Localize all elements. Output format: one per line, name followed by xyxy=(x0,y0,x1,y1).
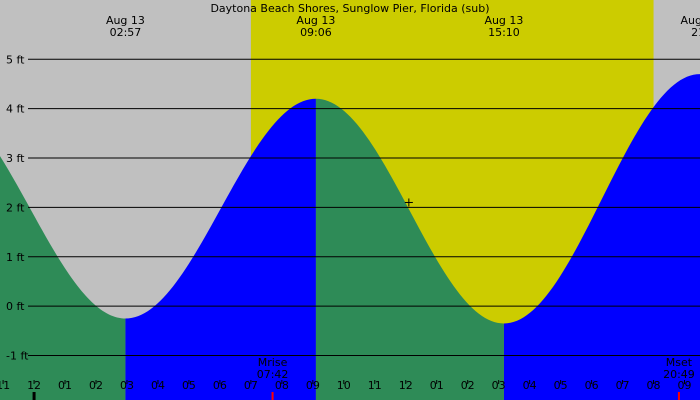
falling-tide-area xyxy=(315,98,504,400)
x-tick-label: 08 xyxy=(647,379,661,392)
x-tick-label: 12 xyxy=(27,379,41,392)
y-tick-label: 0 ft xyxy=(6,300,25,313)
y-tick-label: 3 ft xyxy=(6,152,25,165)
y-tick-label: -1 ft xyxy=(6,350,29,363)
y-tick-label: 1 ft xyxy=(6,251,25,264)
x-tick-label: 05 xyxy=(554,379,568,392)
tide-areas xyxy=(0,74,700,400)
x-tick-label: 11 xyxy=(368,379,382,392)
x-tick-label: 04 xyxy=(151,379,165,392)
gridlines xyxy=(28,58,700,357)
x-tick-label: 09 xyxy=(678,379,692,392)
x-tick-label: 02 xyxy=(461,379,475,392)
x-tick-label: 05 xyxy=(182,379,196,392)
x-tick-label: 01 xyxy=(58,379,72,392)
tide-event-time: 21: xyxy=(691,26,700,39)
x-tick-label: 06 xyxy=(585,379,599,392)
falling-tide-area xyxy=(0,156,126,400)
x-tick-label: 07 xyxy=(244,379,258,392)
x-tick-label: 06 xyxy=(213,379,227,392)
x-tick-label: 11 xyxy=(0,379,10,392)
x-tick-label: 04 xyxy=(523,379,537,392)
y-tick-label: 2 ft xyxy=(6,201,25,214)
x-tick-label: 01 xyxy=(430,379,444,392)
x-axis: 11 12 01 02 03 04 05 06 07 08 09 10 11 12 01 02 03 04 05 06… xyxy=(0,379,692,400)
x-tick-label: 07 xyxy=(616,379,630,392)
moon-event-time: 20:49 xyxy=(663,368,695,381)
x-tick-label: 12 xyxy=(399,379,413,392)
x-tick-label: 03 xyxy=(120,379,134,392)
rising-tide-area xyxy=(503,74,700,400)
moon-event-time: 07:42 xyxy=(257,368,289,381)
y-axis-labels: 5 ft 4 ft 3 ft 2 ft 1 ft 0 ft -1 ft xyxy=(6,53,29,362)
y-tick-label: 5 ft xyxy=(6,53,25,66)
chart-title: Daytona Beach Shores, Sunglow Pier, Flor… xyxy=(210,2,489,15)
rising-tide-area xyxy=(125,98,316,400)
x-tick-label: 08 xyxy=(275,379,289,392)
tide-event-time: 15:10 xyxy=(488,26,520,39)
tide-event-time: 02:57 xyxy=(110,26,142,39)
x-tick-label: 09 xyxy=(306,379,320,392)
x-tick-label: 10 xyxy=(337,379,351,392)
x-tick-label: 02 xyxy=(89,379,103,392)
tide-event-time: 09:06 xyxy=(300,26,332,39)
tide-event-date: Aug 13 xyxy=(296,14,335,27)
y-tick-label: 4 ft xyxy=(6,103,25,116)
x-tick-label: 03 xyxy=(492,379,506,392)
moon-event-label: Mrise xyxy=(258,356,288,369)
cursor-crosshair xyxy=(404,198,413,207)
tide-event-date: Aug 13 xyxy=(681,14,700,27)
moon-event-label: Mset xyxy=(666,356,693,369)
tide-event-date: Aug 13 xyxy=(106,14,145,27)
tide-event-date: Aug 13 xyxy=(484,14,523,27)
